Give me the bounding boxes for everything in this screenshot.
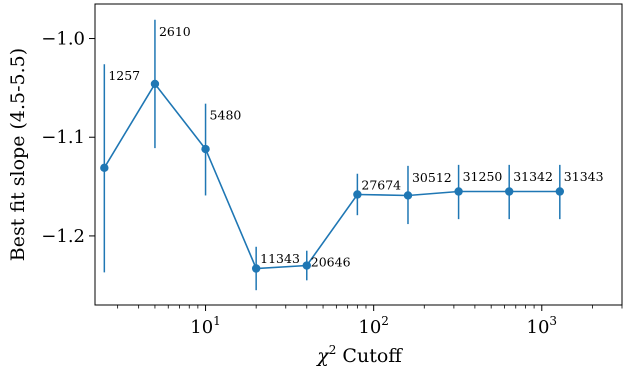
point-label: 2610 bbox=[159, 24, 191, 39]
point-label: 31342 bbox=[513, 169, 553, 184]
y-tick-label: −1.2 bbox=[41, 226, 85, 247]
data-point bbox=[555, 187, 565, 196]
plot-layer: 1257 2610 5480 11343 20646 27674 30512 31250 313… bbox=[100, 19, 604, 291]
series-line bbox=[103, 82, 560, 270]
x-tick-label: 101 bbox=[190, 314, 221, 338]
data-point bbox=[100, 163, 109, 173]
data-point bbox=[201, 144, 210, 154]
data-point bbox=[150, 79, 160, 89]
data-point bbox=[251, 264, 261, 273]
axes-frame bbox=[94, 3, 623, 306]
point-label: 11343 bbox=[260, 251, 300, 266]
data-point bbox=[505, 187, 514, 196]
point-label: 5480 bbox=[210, 108, 242, 123]
x-axis-title-rest: Cutoff bbox=[336, 345, 403, 367]
data-point bbox=[353, 190, 362, 199]
x-axis-title-base: χ bbox=[315, 345, 330, 367]
point-label: 31343 bbox=[564, 169, 604, 184]
x-tick-label: 103 bbox=[527, 314, 558, 338]
x-axis-title-exponent: 2 bbox=[329, 343, 337, 357]
data-point bbox=[403, 191, 413, 200]
point-label: 1257 bbox=[108, 68, 140, 83]
data-point bbox=[454, 187, 463, 196]
y-tick-label: −1.1 bbox=[41, 127, 85, 148]
y-axis-title: Best fit slope (4.5-5.5) bbox=[7, 48, 29, 261]
point-label: 20646 bbox=[311, 255, 351, 270]
data-point bbox=[302, 261, 311, 270]
x-axis-title: χ2 Cutoff bbox=[315, 343, 403, 367]
point-label: 30512 bbox=[412, 170, 452, 185]
point-label: 31250 bbox=[463, 169, 503, 184]
y-tick-label: −1.0 bbox=[41, 29, 85, 50]
ticks-layer: 101 102 103 −1.0 −1.1 −1.2 bbox=[41, 29, 623, 338]
x-tick-label: 102 bbox=[358, 314, 389, 338]
point-label: 27674 bbox=[361, 178, 401, 193]
